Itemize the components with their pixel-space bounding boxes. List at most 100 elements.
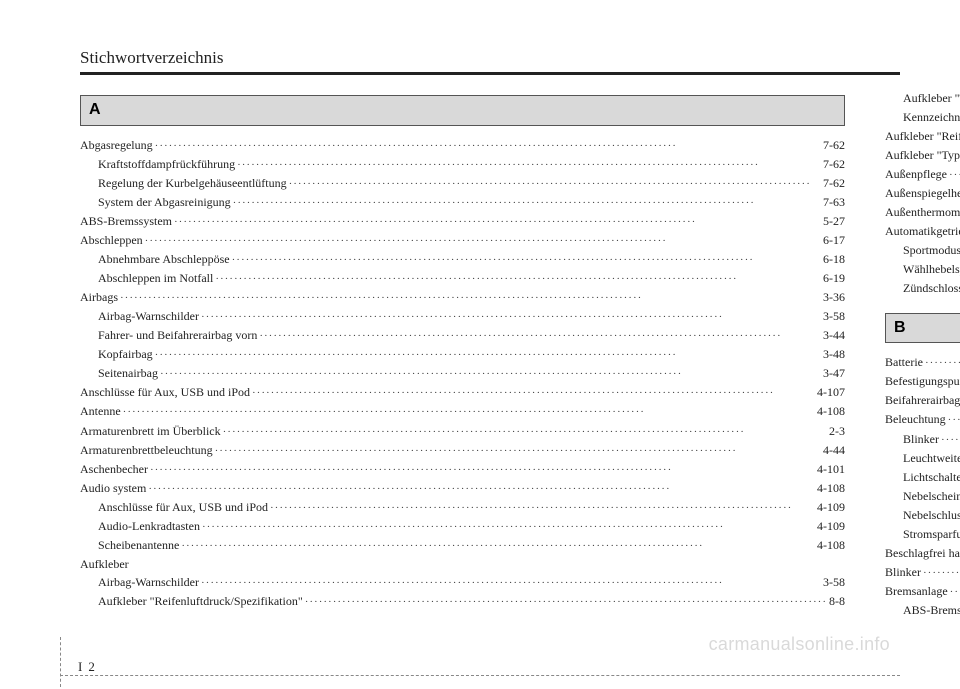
entry-page: 3-47 [823,364,845,383]
entry-label: Blinker [903,430,939,449]
entry-page: 4-108 [817,479,845,498]
index-entry: Befestigungspunkt(e) für Fußmatten······… [885,372,960,391]
index-entry: Aschenbecher····························… [80,460,845,479]
index-entry: Antenne·································… [80,402,845,421]
index-entry: Lichtschalter···························… [885,468,960,487]
entry-label: Aschenbecher [80,460,148,479]
page-num: 2 [88,659,95,675]
entry-label: Nebelschlusslicht [903,506,960,525]
index-entry: Airbag-Warnschilder·····················… [80,307,845,326]
entry-leader-dots: ········································… [148,462,817,479]
index-entry: Kopfairbag······························… [80,345,845,364]
entry-page: 6-18 [823,250,845,269]
left-column: A Abgasregelung·························… [80,89,845,620]
entry-label: Audio system [80,479,146,498]
entry-label: Leuchtweitenregulierung [903,449,960,468]
entry-leader-dots: ········································… [118,290,823,307]
index-entry: Aufkleber "Reifenluftdruck/Spezifikation… [80,592,845,611]
entry-label: Abnehmbare Abschleppöse [98,250,230,269]
entry-page: 4-44 [823,441,845,460]
entry-page: 4-108 [817,536,845,555]
index-entry: Leuchtweitenregulierung·················… [885,449,960,468]
index-entry: Sportmodus······························… [885,241,960,260]
entry-label: Aufkleber "Typengenehmigung" [885,146,960,165]
entry-label: Armaturenbrett im Überblick [80,422,221,441]
entry-page: 6-17 [823,231,845,250]
index-entry: Kraftstoffdampfrückführung··············… [80,155,845,174]
entry-leader-dots: ········································… [121,404,817,421]
entry-label: Abschleppen im Notfall [98,269,213,288]
entry-leader-dots: ········································… [946,412,960,429]
index-entry: Abschleppen·····························… [80,231,845,250]
entry-leader-dots: ········································… [213,443,823,460]
index-entry: Aufkleber [80,555,845,574]
entry-label: Airbag-Warnschilder [98,573,199,592]
entry-leader-dots: ········································… [199,575,823,592]
entry-page: 4-108 [817,402,845,421]
entry-label: Kennzeichnungen auf den Reifenflanken [903,108,960,127]
entry-page: 6-19 [823,269,845,288]
entry-leader-dots: ········································… [179,538,817,555]
entry-leader-dots: ········································… [153,347,823,364]
entry-label: Airbags [80,288,118,307]
index-entry: Wählhebelsperre·························… [885,260,960,279]
index-entry: Stromsparfunktion·······················… [885,525,960,544]
entry-label: Automatikgetriebe [885,222,960,241]
index-entry: Anschlüsse für Aux, USB und iPod········… [80,383,845,402]
entry-leader-dots: ········································… [230,252,823,269]
index-entry: Blinker·································… [885,430,960,449]
entry-label: Abgasregelung [80,136,153,155]
footer-horizontal-dash [60,675,900,676]
entry-label: ABS-Bremssystem [903,601,960,620]
entry-leader-dots: ········································… [939,432,960,449]
entry-leader-dots: ········································… [172,214,823,231]
entry-page: 2-3 [829,422,845,441]
index-entry: Seitenairbag····························… [80,364,845,383]
entry-label: Aufkleber "Reifenluftdruck/Spezifikation… [98,592,303,611]
index-entry: Bremsanlage·····························… [885,582,960,601]
entry-page: 4-107 [817,383,845,402]
footer-vertical-dash [60,637,61,687]
entry-label: Batterie [885,353,923,372]
chapter-roman: I [78,659,82,675]
entry-label: Kraftstoffdampfrückführung [98,155,235,174]
entry-page: 7-62 [823,174,845,193]
index-entry: Beifahrerairbag vorn····················… [885,391,960,410]
index-entry: Fahrer- und Beifahrerairbag vorn········… [80,326,845,345]
entry-leader-dots: ········································… [250,385,817,402]
document-page: Stichwortverzeichnis A Abgasregelung····… [0,0,960,650]
entry-label: Armaturenbrettbeleuchtung [80,441,213,460]
entry-label: Anschlüsse für Aux, USB und iPod [98,498,268,517]
index-entry: Kennzeichnungen auf den Reifenflanken···… [885,108,960,127]
index-entry: Armaturenbrettbeleuchtung···············… [80,441,845,460]
index-entry: Aufkleber "Reifenluftdruck/Spezifikation… [885,127,960,146]
entry-leader-dots: ········································… [268,500,817,517]
index-entry: Automatikgetriebe·······················… [885,222,960,241]
index-entry: Armaturenbrett im Überblick·············… [80,422,845,441]
entry-label: Nebelscheinwerfer [903,487,960,506]
entry-label: Lichtschalter [903,468,960,487]
right-column: Aufkleber "Typengenehmigung" ············… [885,89,960,620]
page-title: Stichwortverzeichnis [80,48,900,68]
entry-leader-dots: ········································… [923,355,960,372]
index-entry: Anschlüsse für Aux, USB und iPod········… [80,498,845,517]
entry-label: Außenpflege [885,165,947,184]
entry-leader-dots: ········································… [921,565,960,582]
entry-leader-dots: ········································… [143,233,823,250]
index-entry: Abgasregelung···························… [80,136,845,155]
entry-leader-dots: ········································… [221,424,829,441]
entry-label: Sportmodus [903,241,960,260]
entry-label: Abschleppen [80,231,143,250]
entry-label: Regelung der Kurbelgehäuseentlüftung [98,174,287,193]
entry-label: System der Abgasreinigung [98,193,231,212]
entry-leader-dots: ········································… [231,195,823,212]
entry-page: 3-48 [823,345,845,364]
entry-page: 3-58 [823,307,845,326]
entry-label: Anschlüsse für Aux, USB und iPod [80,383,250,402]
entry-label: Aufkleber "Typengenehmigung" [903,89,960,108]
entry-label: Aufkleber [80,555,129,574]
entry-label: Stromsparfunktion [903,525,960,544]
index-entry: Außenthermometer························… [885,203,960,222]
entry-leader-dots: ········································… [235,157,823,174]
index-entry: Blinker·································… [885,563,960,582]
